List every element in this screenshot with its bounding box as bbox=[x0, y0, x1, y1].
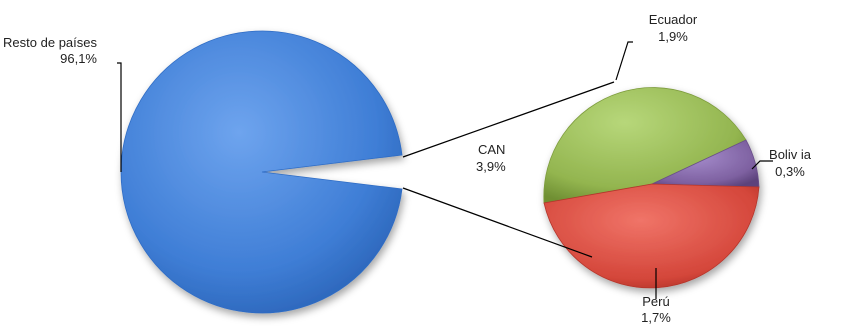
leader-line-ecuador bbox=[615, 41, 633, 81]
label-ecuador-name: Ecuador bbox=[649, 12, 698, 27]
label-peru-name: Perú bbox=[642, 294, 669, 309]
leader-line-resto bbox=[117, 62, 122, 172]
label-can-value: 3,9% bbox=[476, 159, 506, 174]
label-resto-value: 96,1% bbox=[60, 51, 97, 66]
connector-line-bottom bbox=[402, 187, 593, 258]
slice-peru bbox=[543, 183, 760, 289]
secondary-pie bbox=[543, 87, 760, 289]
label-can-name: CAN bbox=[478, 142, 505, 157]
label-resto-name: Resto de países bbox=[3, 35, 97, 50]
main-pie bbox=[120, 30, 403, 314]
label-bolivia-name: Boliv ia bbox=[769, 147, 812, 162]
label-peru-value: 1,7% bbox=[641, 310, 671, 325]
leader-line-bolivia bbox=[751, 160, 773, 170]
label-ecuador-value: 1,9% bbox=[658, 29, 688, 44]
label-bolivia-value: 0,3% bbox=[775, 164, 805, 179]
slice-resto-de-paises bbox=[120, 30, 403, 314]
connector-line-top bbox=[402, 81, 615, 158]
slice-ecuador bbox=[543, 87, 747, 204]
